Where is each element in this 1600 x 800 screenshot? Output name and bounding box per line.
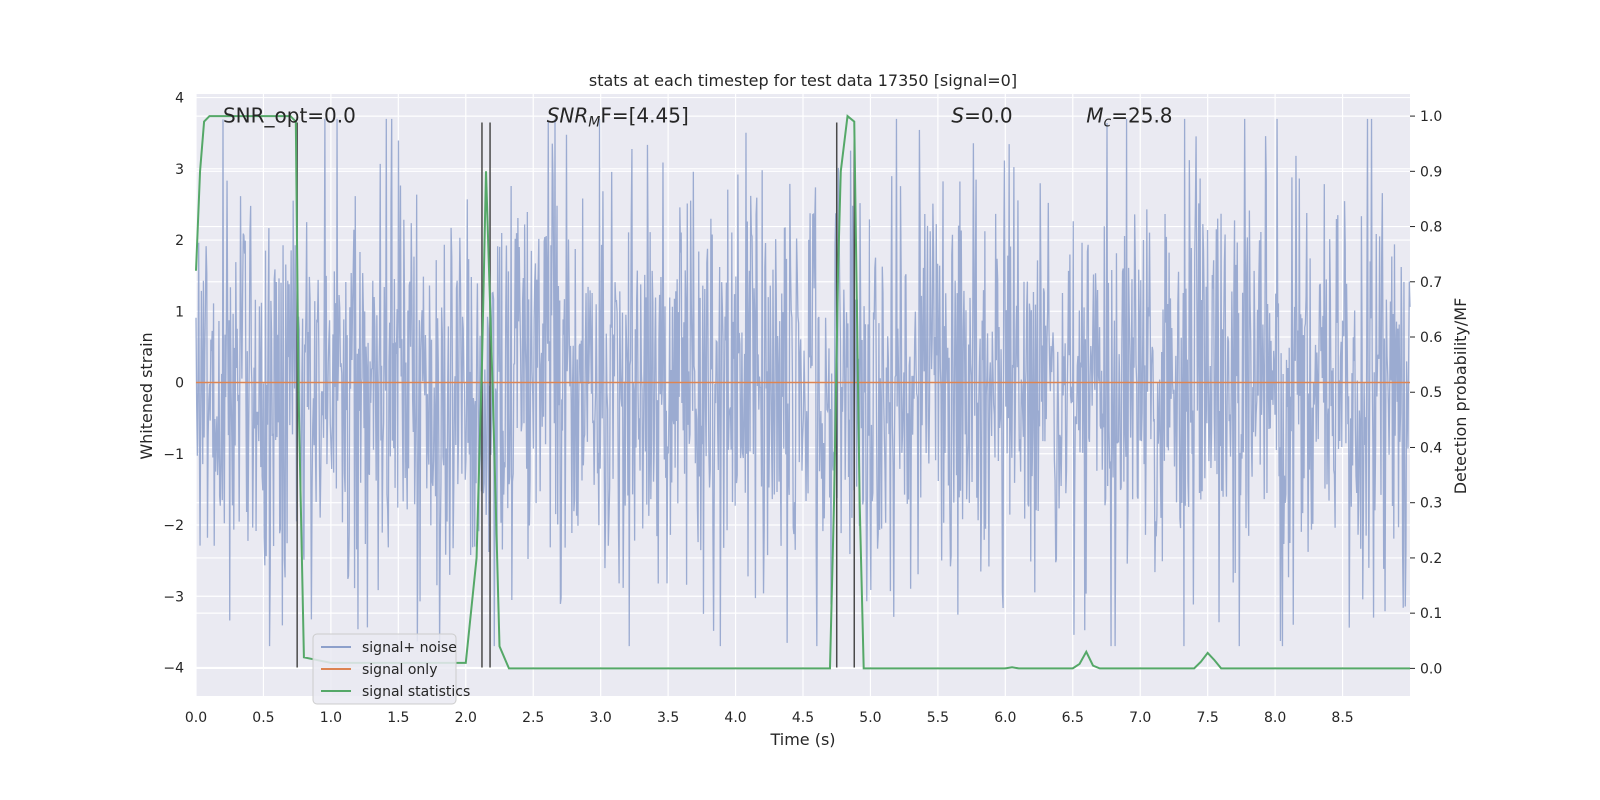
x-tick-label: 5.0 [859, 710, 881, 726]
y-right-tick-label: 0.6 [1420, 330, 1442, 346]
y-right-tick-label: 1.0 [1420, 109, 1442, 125]
annotation-2: S=0.0 [951, 103, 1012, 127]
x-tick-label: 3.5 [657, 710, 679, 726]
x-tick-label: 1.5 [387, 710, 409, 726]
x-tick-label: 6.5 [1062, 710, 1084, 726]
x-tick-label: 7.0 [1129, 710, 1151, 726]
y-tick-label: −1 [163, 447, 184, 463]
x-tick-label: 2.0 [455, 710, 477, 726]
x-tick-label: 8.5 [1331, 710, 1353, 726]
x-tick-label: 4.5 [792, 710, 814, 726]
x-axis-label: Time (s) [769, 730, 835, 749]
y-tick-label: 1 [175, 304, 184, 320]
x-tick-label: 6.0 [994, 710, 1016, 726]
legend-label-signal-noise: signal+ noise [362, 640, 457, 656]
y-right-tick-label: 0.8 [1420, 220, 1442, 236]
x-tick-label: 2.5 [522, 710, 544, 726]
x-tick-label: 1.0 [320, 710, 342, 726]
annotation-0: SNR_opt=0.0 [223, 103, 356, 127]
y-tick-label: 2 [175, 233, 184, 249]
series-signal-statistics [195, 114, 1410, 670]
x-tick-labels: 0.0 0.5 1.0 1.5 2.0 2.5 3.0 3.5 4.0 4.5 5.0 5.5 6.0 6… [185, 710, 1354, 726]
chart-title: stats at each timestep for test data 173… [589, 71, 1017, 90]
legend-label-signal-only: signal only [362, 662, 437, 678]
x-tick-label: 4.0 [724, 710, 746, 726]
x-tick-label: 0.5 [252, 710, 274, 726]
x-tick-label: 3.0 [590, 710, 612, 726]
annotation-1: SNRMF=[4.45] [547, 103, 689, 130]
y-tick-label: −3 [163, 589, 184, 605]
x-tick-label: 8.0 [1264, 710, 1286, 726]
y-tick-label: 3 [175, 162, 184, 178]
y-axis-label: Whitened strain [137, 332, 156, 459]
annotation-3: Mc=25.8 [1086, 103, 1172, 130]
y-tick-label: 4 [175, 91, 184, 107]
x-tick-label: 5.5 [927, 710, 949, 726]
y-right-tick-label: 0.1 [1420, 606, 1442, 622]
y-right-tick-label: 0.4 [1420, 440, 1442, 456]
x-tick-label: 7.5 [1197, 710, 1219, 726]
y-right-tick-label: 0.3 [1420, 496, 1442, 512]
x-tick-label: 0.0 [185, 710, 207, 726]
legend: signal+ noise signal only signal statist… [312, 633, 470, 705]
y-right-tick-label: 0.2 [1420, 551, 1442, 567]
series-signal-noise [195, 118, 1411, 647]
y-right-tick-labels: 1.0 0.9 0.8 0.7 0.6 0.5 0.4 0.3 0.2 0.1 0.0 [1410, 109, 1442, 677]
annotations: SNR_opt=0.0 SNRMF=[4.45] S=0.0 Mc=25.8 [223, 103, 1173, 130]
signal-noise-line [195, 118, 1411, 647]
y-right-tick-label: 0.9 [1420, 164, 1442, 180]
y-tick-label: −2 [163, 518, 184, 534]
y-tick-label: 0 [175, 376, 184, 392]
y-tick-label: −4 [163, 661, 184, 677]
y-right-tick-label: 0.7 [1420, 275, 1442, 291]
signal-statistics-line [195, 114, 1410, 670]
y-right-tick-label: 0.0 [1420, 661, 1442, 677]
legend-label-signal-statistics: signal statistics [362, 684, 470, 700]
y-tick-labels: 4 3 2 1 0 −1 −2 −3 −4 [163, 91, 184, 677]
legend-box [312, 633, 457, 705]
y-right-axis-label: Detection probability/MF [1451, 298, 1470, 495]
y-right-tick-label: 0.5 [1420, 385, 1442, 401]
